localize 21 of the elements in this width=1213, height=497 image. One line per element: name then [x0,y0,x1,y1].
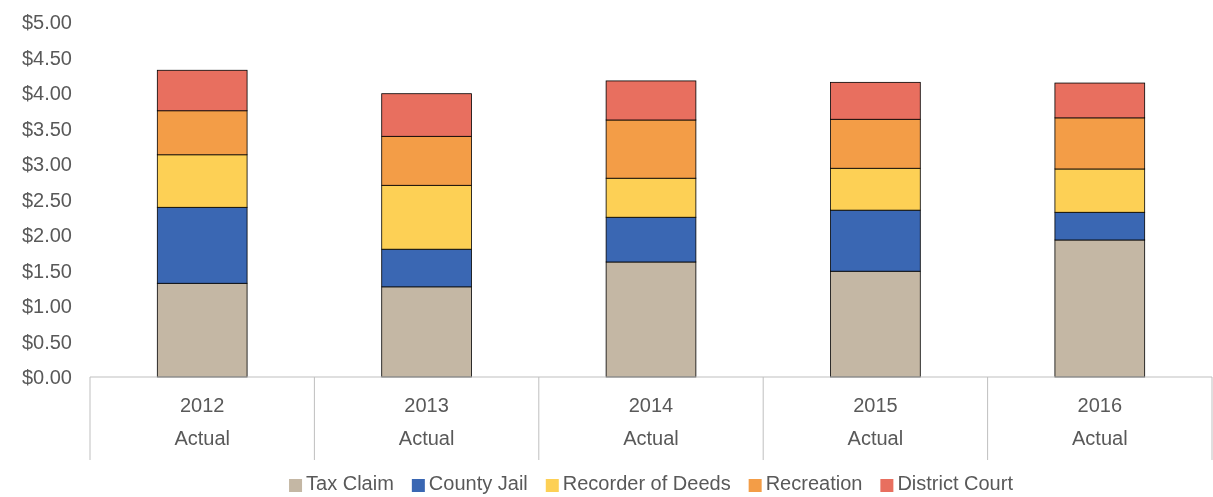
y-tick-label: $4.50 [21,46,72,69]
y-tick-label: $2.00 [21,224,72,246]
y-tick-label: $3.00 [21,153,72,175]
legend-label: County Jail [428,472,528,494]
x-tick-label: 2015 Actual [847,394,904,449]
legend-label: District Court [897,472,1014,494]
x-tick-label: 2012 Actual [174,394,230,449]
y-tick-label: $4.00 [21,82,72,104]
y-tick-label: $0.00 [21,366,72,388]
y-tick-label: $5.00 [21,11,72,33]
y-tick-label: $0.50 [21,330,72,353]
x-tick-label: 2016 Actual [1072,394,1128,449]
x-tick-label: 2014 Actual [623,394,679,449]
y-tick-label: $1.00 [21,295,72,317]
x-tick-label: 2013 Actual [398,394,455,449]
legend-label: Tax Claim [306,472,394,494]
legend-label: Recorder of Deeds [562,472,731,494]
legend-label: Recreation [765,472,863,494]
y-tick-label: $2.50 [21,188,72,211]
y-tick-label: $1.50 [21,259,72,282]
y-tick-label: $3.50 [21,117,72,140]
